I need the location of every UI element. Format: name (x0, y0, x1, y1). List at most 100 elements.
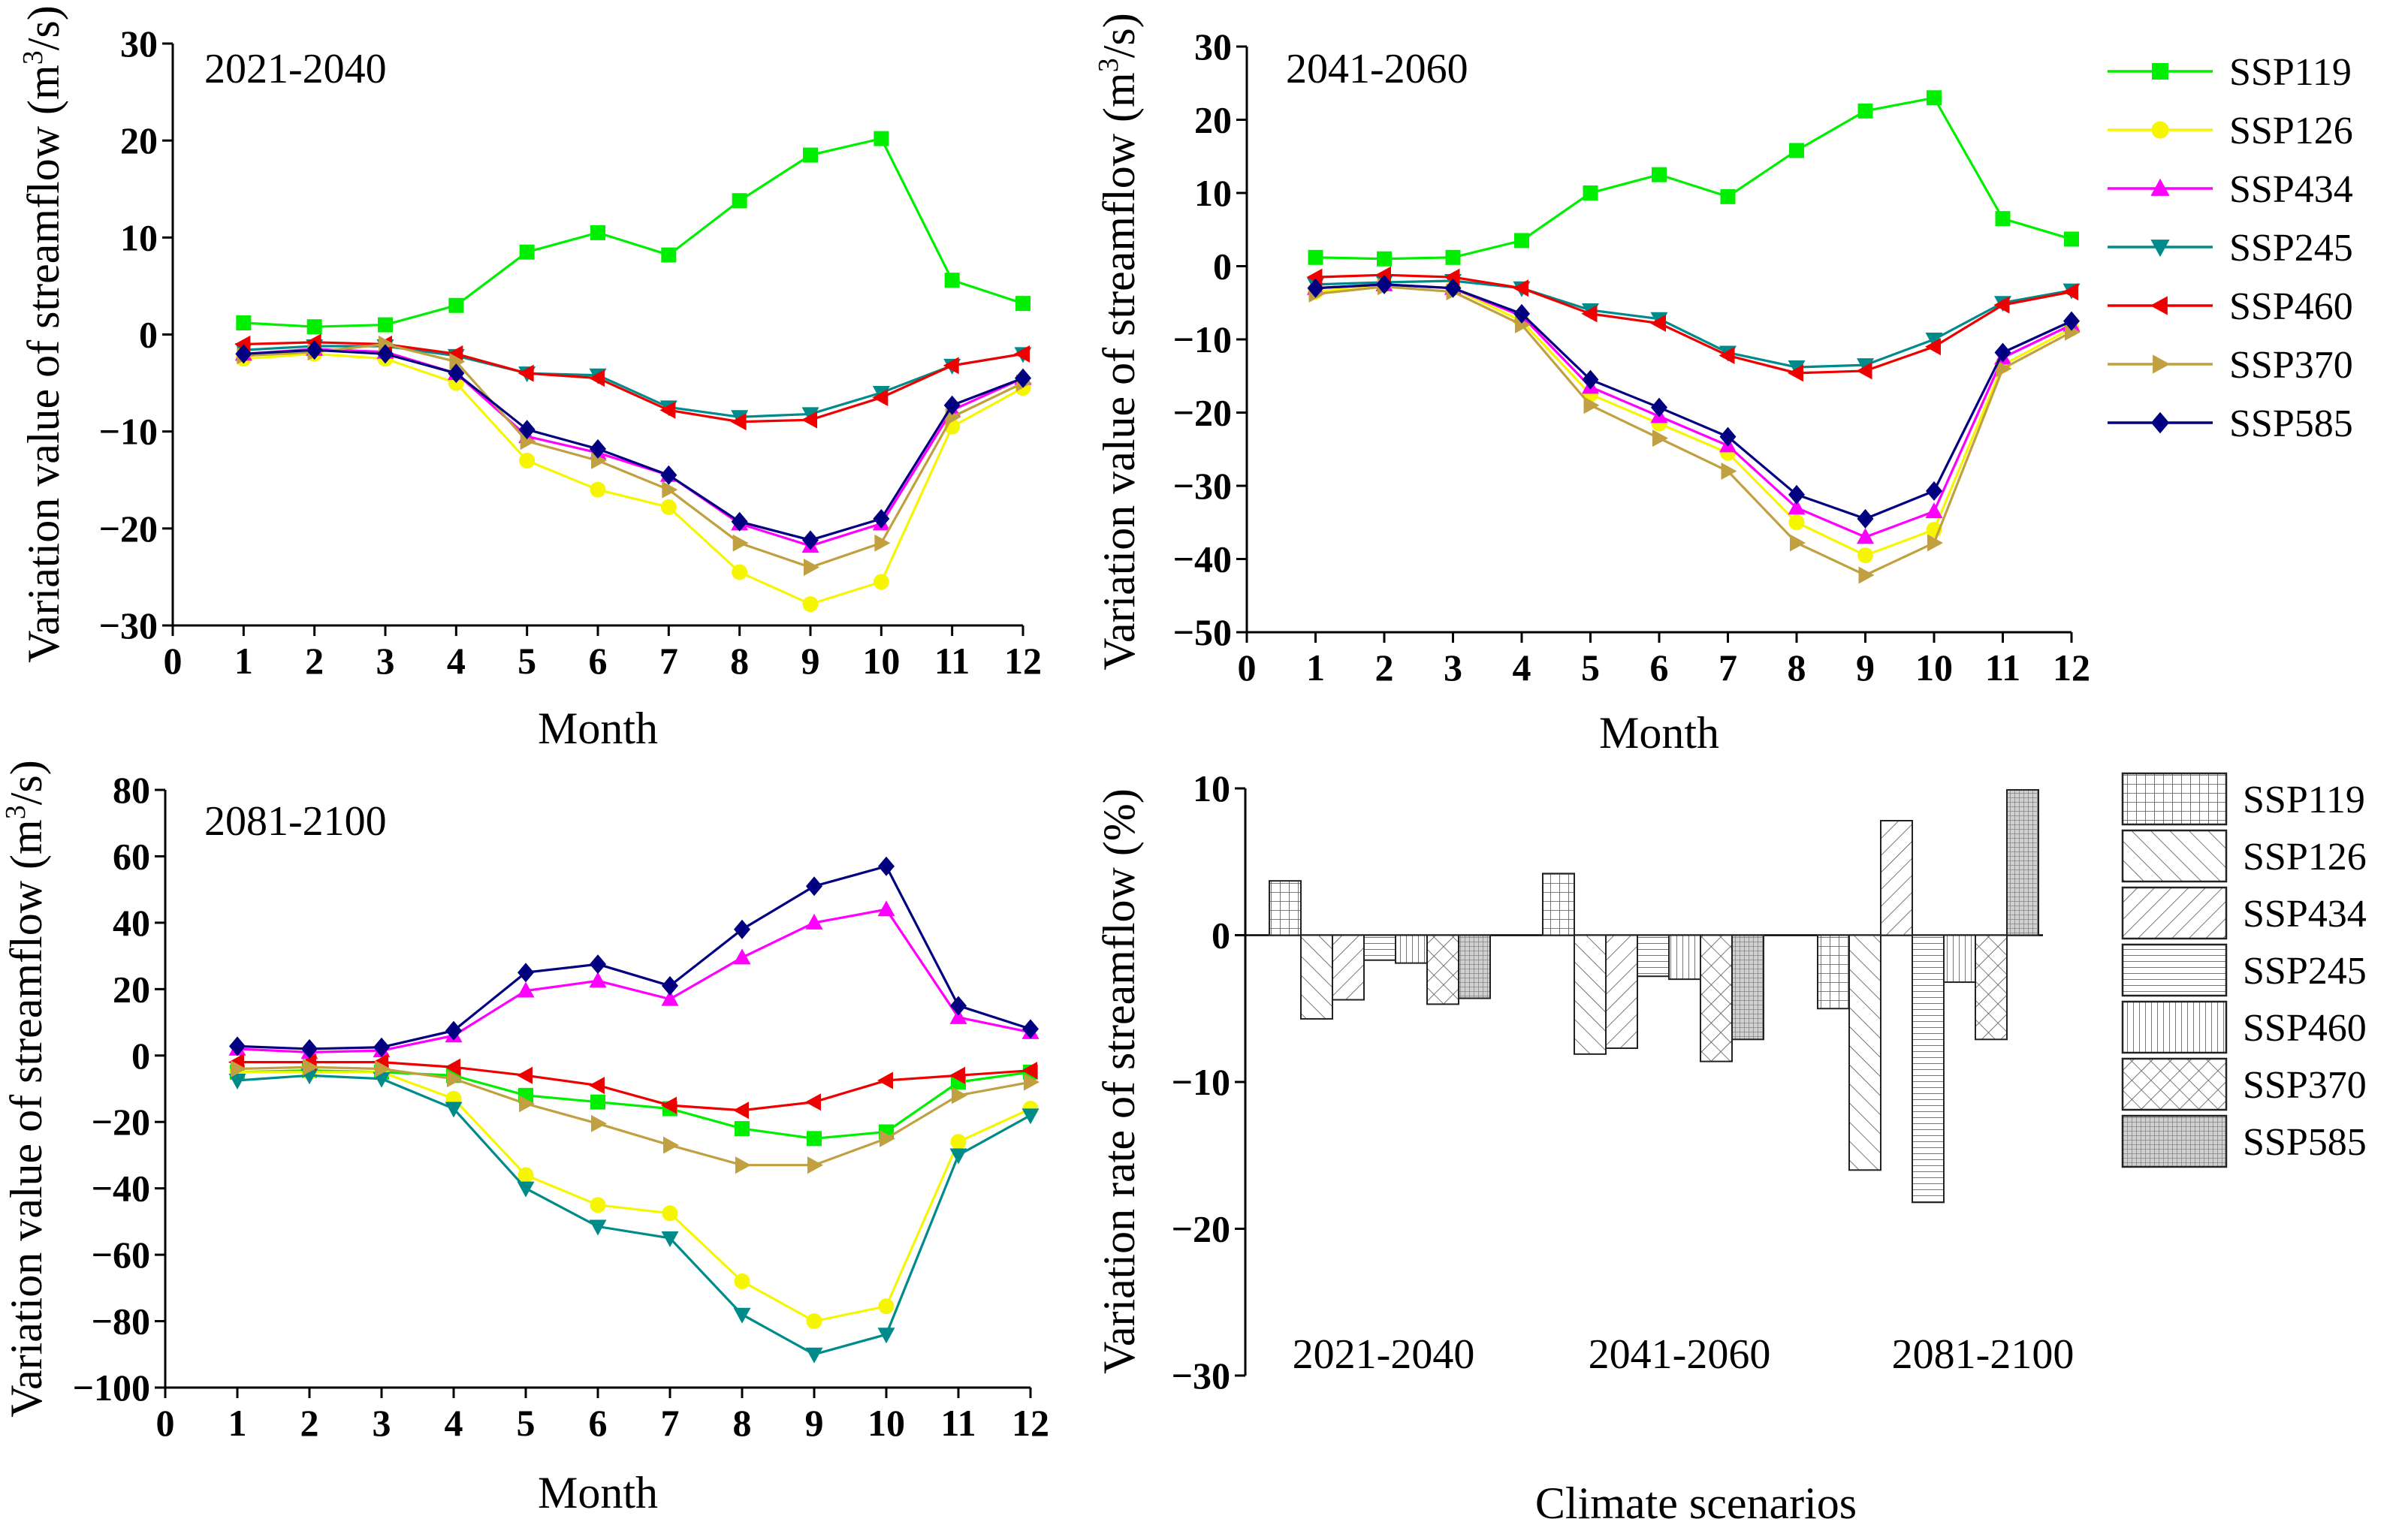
data-point-SSP119 (1857, 103, 1873, 119)
data-point-SSP585 (878, 856, 895, 876)
data-point-SSP126 (802, 596, 819, 613)
x-tick-label: 7 (659, 640, 678, 682)
series-line-SSP370 (243, 342, 1024, 569)
x-tick-label: 6 (1650, 646, 1669, 689)
x-tick-label: 12 (1012, 1402, 1049, 1444)
x-tick-label: 7 (1718, 646, 1737, 689)
legend-label: SSP370 (2229, 344, 2353, 387)
series-SSP460 (228, 1053, 1037, 1120)
data-point-SSP585 (229, 1036, 246, 1056)
y-tick-label: −20 (1172, 1208, 1231, 1250)
data-point-SSP434 (589, 972, 607, 988)
data-point-SSP434 (1857, 528, 1874, 544)
legend-label: SSP460 (2229, 285, 2353, 328)
data-point-SSP370 (591, 1114, 607, 1132)
legend-marker (2150, 411, 2170, 434)
legend-label: SSP126 (2229, 110, 2353, 152)
data-point-SSP585 (731, 511, 748, 532)
bar-SSP126 (1300, 934, 1333, 1020)
bar-SSP370 (1975, 934, 2008, 1041)
bar-SSP585 (2006, 788, 2039, 936)
legend-item-SSP434: SSP434 (2121, 886, 2367, 940)
series-line-SSP460 (1315, 273, 2072, 375)
data-point-SSP370 (1790, 534, 1806, 552)
y-axis-title-main: Variation value of streamflow (m (19, 65, 68, 662)
data-point-SSP434 (517, 981, 535, 998)
data-point-SSP370 (732, 534, 749, 552)
y-axis-title-superscript: 3 (0, 805, 32, 819)
y-axis-title: Variation rate of streamflow (%) (1094, 788, 1144, 1374)
legend-swatch (2121, 1000, 2228, 1054)
legend-swatch (2121, 943, 2228, 997)
bar-SSP585 (1731, 934, 1764, 1041)
y-axis-title-end: /s) (2, 760, 51, 805)
y-axis-title-main: Variation value of streamflow (m (2, 819, 51, 1417)
legend-swatch (2121, 1114, 2228, 1168)
y-axis-title-end: /s) (1094, 13, 1144, 58)
data-point-SSP370 (449, 353, 466, 371)
data-point-SSP585 (445, 1020, 462, 1041)
data-point-SSP370 (1721, 463, 1737, 480)
data-point-SSP119 (807, 1131, 822, 1147)
legend-marker (2150, 178, 2170, 196)
category-label: 2041-2060 (1589, 1331, 1771, 1378)
data-point-SSP585 (373, 1037, 390, 1057)
x-tick-label: 10 (868, 1402, 905, 1444)
legend-label: SSP119 (2229, 51, 2352, 94)
data-point-SSP119 (378, 317, 393, 333)
data-point-SSP585 (1926, 481, 1942, 501)
data-point-SSP126 (518, 1167, 534, 1183)
data-point-SSP370 (1583, 396, 1600, 414)
bar-SSP119 (1817, 934, 1850, 1010)
y-tick-label: 10 (1194, 172, 1232, 214)
series-SSP126 (229, 1064, 1039, 1330)
legend-swatch (2121, 772, 2228, 826)
legend-marker (2153, 354, 2171, 374)
data-point-SSP119 (661, 247, 677, 263)
series-line-SSP585 (243, 348, 1024, 541)
bar-SSP126 (1574, 934, 1607, 1055)
data-point-SSP585 (306, 340, 323, 360)
y-tick-label: 80 (113, 769, 150, 811)
series-line-SSP119 (1315, 96, 2072, 261)
data-point-SSP434 (1788, 499, 1806, 515)
data-point-SSP585 (1857, 508, 1874, 529)
data-point-SSP460 (730, 413, 747, 431)
legend-item-SSP119: SSP119 (2108, 51, 2352, 94)
legend-label: SSP434 (2229, 168, 2353, 211)
data-point-SSP119 (1308, 249, 1323, 265)
data-point-SSP585 (448, 363, 465, 384)
data-point-SSP245 (949, 1148, 967, 1165)
data-point-SSP119 (1789, 143, 1804, 158)
data-point-SSP460 (801, 411, 817, 429)
data-point-SSP460 (1444, 268, 1460, 286)
data-point-SSP370 (1927, 534, 1943, 552)
data-point-SSP126 (1788, 514, 1805, 531)
data-point-SSP460 (589, 1077, 605, 1095)
data-point-SSP119 (1995, 211, 2011, 227)
data-point-SSP370 (807, 1156, 823, 1174)
legend-marker (2152, 63, 2168, 80)
data-point-SSP460 (943, 357, 959, 375)
x-tick-label: 9 (805, 1402, 824, 1444)
data-point-SSP434 (877, 900, 895, 917)
x-tick-label: 4 (445, 1402, 463, 1444)
data-point-SSP119 (1927, 90, 1942, 106)
data-point-SSP126 (734, 1273, 750, 1289)
data-point-SSP460 (1513, 279, 1528, 297)
y-tick-label: 0 (1212, 915, 1230, 957)
bar-SSP370 (1700, 934, 1733, 1062)
legend-marker (2150, 296, 2168, 315)
legend-label: SSP245 (2243, 950, 2367, 993)
x-tick-label: 1 (1306, 646, 1325, 689)
data-point-SSP434 (1925, 502, 1943, 519)
series-line-SSP119 (237, 1069, 1031, 1140)
series-SSP119 (236, 131, 1030, 335)
x-tick-label: 8 (1788, 646, 1806, 689)
data-point-SSP460 (661, 1096, 677, 1114)
x-tick-label: 9 (801, 640, 820, 682)
x-tick-label: 2 (305, 640, 324, 682)
x-tick-label: 10 (1915, 646, 1953, 689)
data-point-SSP245 (1021, 1108, 1040, 1125)
data-point-SSP119 (1377, 251, 1392, 267)
